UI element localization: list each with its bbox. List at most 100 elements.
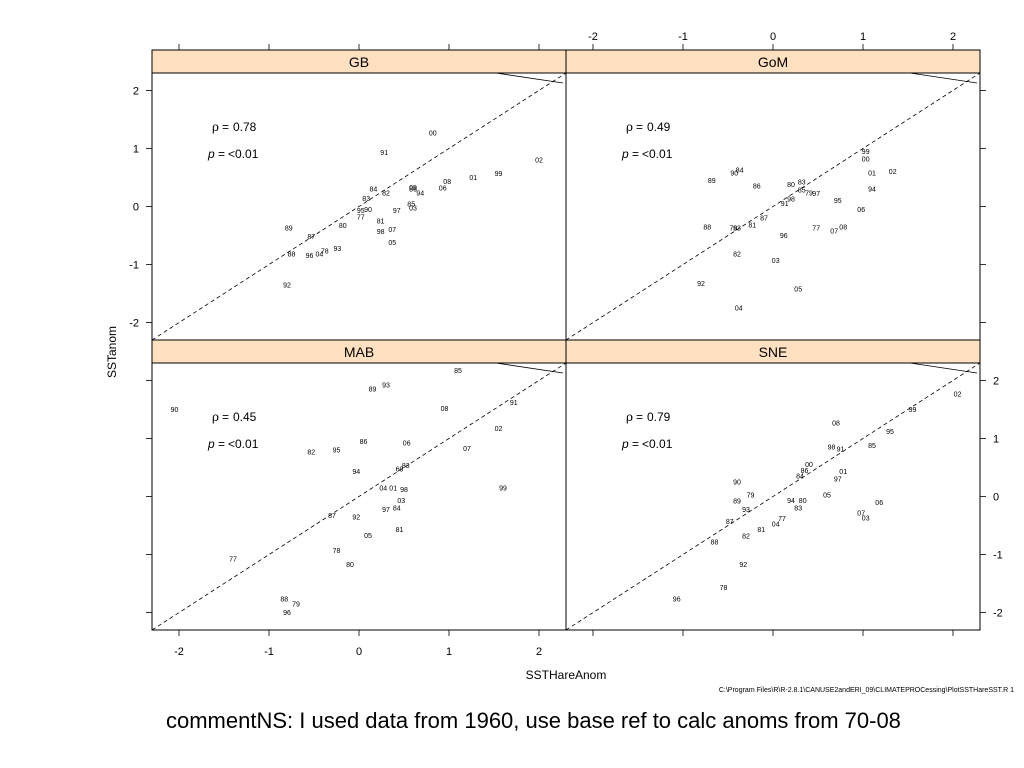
p-value: <0.01: [642, 437, 673, 451]
data-point: 89: [733, 499, 741, 506]
data-point: 89: [285, 225, 293, 232]
data-point: 94: [416, 191, 424, 198]
x-tick-label: 1: [860, 31, 866, 43]
rho-symbol: ρ: [212, 410, 219, 424]
data-point: 02: [889, 169, 897, 176]
source-path-note: C:\Program Files\R\R-2.8.1\CANUSE2andERI…: [718, 687, 1014, 694]
data-point: 83: [798, 180, 806, 187]
rho-value: 0.78: [233, 120, 257, 134]
y-tick-label: -1: [993, 550, 1003, 562]
data-point: 88: [288, 252, 296, 259]
p-value: <0.01: [642, 147, 673, 161]
comment-caption: commentNS: I used data from 1960, use ba…: [166, 708, 901, 733]
data-point: 90: [364, 207, 372, 214]
data-point: 03: [409, 206, 417, 213]
data-point: 92: [697, 281, 705, 288]
data-point: 99: [909, 407, 917, 414]
data-point: 07: [830, 228, 838, 235]
data-point: 81: [377, 219, 385, 226]
p-value: <0.01: [228, 147, 259, 161]
strip-label: GoM: [758, 54, 788, 70]
rho-value: 0.45: [233, 410, 257, 424]
data-point: 92: [352, 514, 360, 521]
scatter-figure: GBρ = 0.78p = <0.010091029901080609869484828…: [105, 31, 1003, 682]
data-point: 03: [772, 258, 780, 265]
p-equals: =: [632, 437, 639, 451]
data-point: 91: [510, 400, 518, 407]
data-point: 81: [748, 223, 756, 230]
data-point: 95: [333, 448, 341, 455]
reference-line: [151, 362, 567, 631]
y-tick-label: 2: [133, 85, 139, 97]
data-point: 06: [875, 500, 883, 507]
rho-equals: =: [636, 120, 643, 134]
strip-label: MAB: [344, 344, 374, 360]
p-value: <0.01: [228, 437, 259, 451]
data-point: 96: [306, 253, 314, 260]
data-point: 79: [747, 492, 755, 499]
data-point: 04: [772, 521, 780, 528]
rho-value: 0.49: [647, 120, 671, 134]
rho-equals: =: [222, 120, 229, 134]
data-point: 90: [733, 479, 741, 486]
data-point: 08: [839, 224, 847, 231]
data-point: 97: [812, 191, 820, 198]
data-point: 99: [495, 171, 503, 178]
data-point: 00: [805, 462, 813, 469]
data-point: 97: [393, 208, 401, 215]
data-point: 98: [400, 487, 408, 494]
data-point: 93: [334, 246, 342, 253]
data-point: 86: [801, 468, 809, 475]
data-point: 07: [388, 227, 396, 234]
data-point: 77: [812, 225, 820, 232]
rho-equals: =: [636, 410, 643, 424]
data-point: 84: [736, 167, 744, 174]
data-point: 08: [832, 420, 840, 427]
data-point: 87: [307, 234, 315, 241]
data-point: 94: [352, 469, 360, 476]
data-point: 87: [726, 519, 734, 526]
data-point: 78: [720, 585, 728, 592]
p-symbol: p: [621, 437, 629, 451]
y-axis-label: SSTanom: [105, 326, 119, 378]
data-point: 02: [954, 391, 962, 398]
data-point: 95: [834, 198, 842, 205]
rho-equals: =: [222, 410, 229, 424]
rho-symbol: ρ: [626, 410, 633, 424]
x-tick-label: -1: [678, 31, 688, 43]
data-point: 89: [369, 387, 377, 394]
data-point: 85: [407, 202, 415, 209]
data-point: 96: [780, 233, 788, 240]
data-point: 09: [409, 185, 417, 192]
data-point: 84: [796, 474, 804, 481]
panel-gb: GBρ = 0.78p = <0.010091029901080609869484828…: [151, 49, 567, 341]
data-point: 03: [397, 498, 405, 505]
data-point: 93: [733, 225, 741, 232]
data-point: 81: [757, 527, 765, 534]
data-point: 94: [787, 498, 795, 505]
strip-label: GB: [349, 54, 369, 70]
data-point: 83: [794, 506, 802, 513]
p-equals: =: [218, 147, 225, 161]
y-tick-label: 0: [133, 202, 139, 214]
data-point: 97: [382, 507, 390, 514]
data-point: 02: [535, 158, 543, 165]
p-symbol: p: [207, 437, 215, 451]
data-point: 80: [799, 498, 807, 505]
data-point: 86: [360, 439, 368, 446]
data-point: 92: [283, 282, 291, 289]
data-point: 79: [805, 191, 813, 198]
data-point: 87: [328, 513, 336, 520]
data-point: 05: [794, 286, 802, 293]
data-point: 87: [760, 216, 768, 223]
x-tick-label: -2: [174, 646, 184, 658]
data-point: 95: [357, 208, 365, 215]
data-point: 01: [868, 170, 876, 177]
rho-symbol: ρ: [626, 120, 633, 134]
data-point: 79: [292, 601, 300, 608]
y-tick-label: 1: [133, 143, 139, 155]
data-point: 96: [673, 597, 681, 604]
